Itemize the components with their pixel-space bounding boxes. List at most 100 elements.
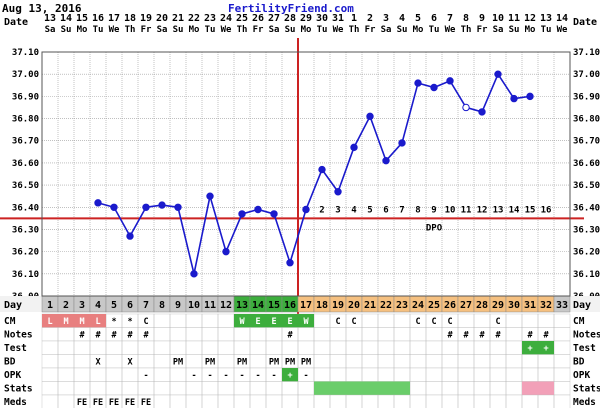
row-label-right-notes: Notes	[573, 330, 600, 341]
dpo-number: 6	[383, 205, 388, 215]
cm-menses-cell	[42, 314, 58, 328]
weekday: Th	[125, 25, 136, 35]
y-tick-label-right: 36.20	[573, 248, 600, 258]
cycle-day-number: 4	[95, 300, 101, 311]
temperature-point	[174, 203, 182, 211]
cm-fertile-cell	[250, 314, 266, 328]
cycle-day-number: 27	[460, 300, 472, 311]
date-number: 29	[300, 13, 312, 24]
temperature-point	[158, 201, 166, 209]
cell-cm: M	[79, 317, 84, 327]
cycle-day-number: 13	[236, 300, 248, 311]
cycle-day-number: 32	[540, 300, 552, 311]
temperature-point	[270, 210, 278, 218]
dpo-number: 10	[445, 205, 456, 215]
cell-opk: -	[191, 371, 196, 381]
y-tick-label-right: 36.50	[573, 181, 600, 191]
row-cell	[553, 394, 571, 408]
weekday: We	[109, 25, 120, 35]
cell-cm: C	[495, 317, 500, 327]
date-number: 24	[220, 13, 232, 24]
cell-notes: #	[143, 331, 149, 341]
row-label-notes: Notes	[4, 330, 33, 341]
cell-opk: -	[303, 371, 308, 381]
temperature-point	[350, 143, 358, 152]
dpo-number: 14	[509, 205, 520, 215]
temperature-point	[430, 83, 438, 92]
dpo-label: DPO	[426, 223, 443, 233]
cell-cm: C	[143, 317, 148, 327]
cycle-day-number: 3	[79, 300, 85, 311]
weekday: Tu	[317, 25, 328, 35]
weekday: Sa	[381, 25, 392, 35]
weekday: Su	[285, 25, 296, 35]
site-name[interactable]: FertilityFriend.com	[228, 2, 354, 15]
temperature-line	[97, 72, 531, 275]
weekday: Tu	[541, 25, 552, 35]
date-number: 14	[60, 13, 72, 24]
cycle-day-number: 10	[188, 300, 200, 311]
dpo-number: 12	[477, 205, 488, 215]
date-number: 19	[140, 13, 152, 24]
temperature-point	[142, 203, 150, 211]
day-row-label: Day	[4, 300, 22, 311]
cell-notes: #	[479, 331, 485, 341]
weekday: Mo	[413, 25, 424, 35]
cell-bd: X	[127, 358, 132, 368]
row-label-cm: CM	[4, 316, 16, 327]
cell-notes: #	[287, 331, 293, 341]
cell-bd: PM	[205, 358, 215, 368]
cycle-day-number: 19	[332, 300, 344, 311]
date-number: 13	[44, 13, 56, 24]
cell-meds: FE	[141, 398, 151, 408]
cm-menses-cell	[90, 314, 106, 328]
cycle-day-number: 17	[300, 300, 312, 311]
weekday: Fr	[477, 25, 488, 35]
date-number: 28	[284, 13, 296, 24]
date-number: 21	[172, 13, 184, 24]
cell-notes: #	[127, 331, 133, 341]
weekday: Su	[509, 25, 520, 35]
day-row-label-right: Day	[573, 300, 591, 311]
date-number: 4	[399, 13, 405, 24]
cell-cm: L	[47, 317, 52, 327]
cm-fertile-cell	[282, 314, 298, 328]
cell-meds: FE	[109, 398, 119, 408]
weekday: We	[557, 25, 568, 35]
cell-cm: W	[303, 317, 309, 327]
cell-notes: #	[527, 331, 533, 341]
cell-opk: -	[271, 371, 276, 381]
temperature-point	[190, 270, 198, 278]
y-tick-label-left: 36.20	[12, 248, 39, 258]
test-positive-cell	[522, 341, 538, 355]
y-tick-label-right: 36.40	[573, 203, 600, 213]
y-tick-label-right: 37.00	[573, 70, 600, 80]
cycle-day-number: 9	[175, 300, 181, 311]
date-number: 15	[76, 13, 88, 24]
date-number: 27	[268, 13, 280, 24]
weekday: We	[333, 25, 344, 35]
cell-opk: -	[207, 371, 212, 381]
cycle-day-number: 25	[428, 300, 440, 311]
dpo-number: 3	[335, 205, 340, 215]
row-bg	[0, 368, 600, 382]
cell-notes: #	[495, 331, 501, 341]
date-number: 30	[316, 13, 328, 24]
cell-cm: E	[271, 317, 276, 327]
dpo-number: 2	[319, 205, 324, 215]
cell-opk: -	[239, 371, 244, 381]
temperature-point	[478, 108, 486, 116]
cycle-day-number: 23	[396, 300, 408, 311]
date-number: 20	[156, 13, 168, 24]
weekday: Sa	[493, 25, 504, 35]
temperature-point	[318, 165, 326, 174]
y-tick-label-right: 36.80	[573, 115, 600, 125]
cm-fertile-cell	[234, 314, 250, 328]
cell-opk: -	[255, 371, 260, 381]
row-label-right-cm: CM	[573, 316, 585, 327]
dpo-number: 11	[461, 205, 472, 215]
weekday: Su	[173, 25, 184, 35]
row-label-right-stats: Stats	[573, 384, 600, 395]
y-tick-label-right: 36.60	[573, 159, 600, 169]
cell-meds: FE	[125, 398, 135, 408]
